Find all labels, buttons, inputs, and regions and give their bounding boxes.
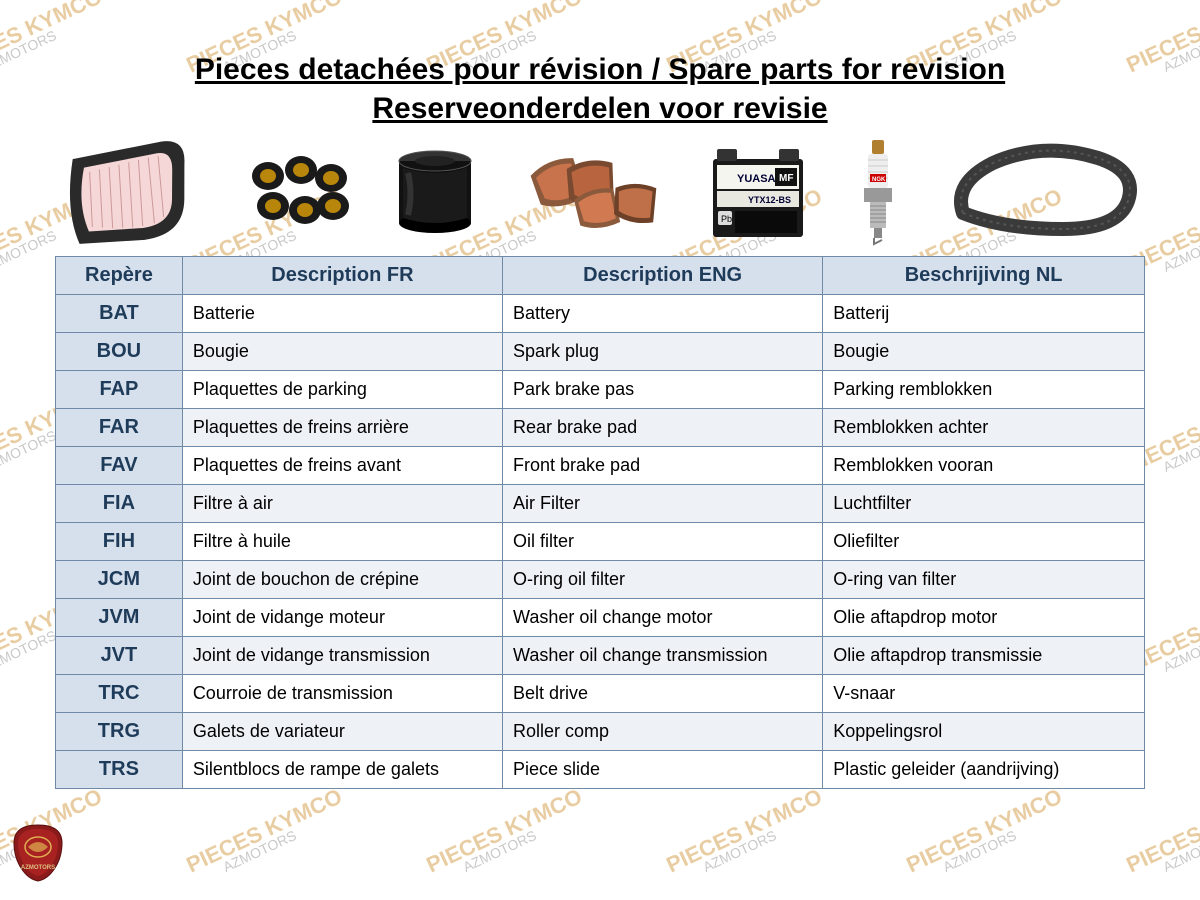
battery-brand: YUASA <box>737 173 776 185</box>
document-content: Pieces detachées pour révision / Spare p… <box>0 0 1200 819</box>
table-row: TRGGalets de variateurRoller compKoppeli… <box>56 713 1145 751</box>
cell-nl: Luchtfilter <box>823 485 1145 523</box>
cell-repere: FIH <box>56 523 183 561</box>
cell-nl: Bougie <box>823 333 1145 371</box>
cell-fr: Filtre à air <box>182 485 502 523</box>
cell-nl: V-snaar <box>823 675 1145 713</box>
parts-table: Repère Description FR Description ENG Be… <box>55 256 1145 789</box>
cell-fr: Courroie de transmission <box>182 675 502 713</box>
rollers-image <box>243 148 353 238</box>
cell-repere: JVM <box>56 599 183 637</box>
header-nl: Beschrijiving NL <box>823 257 1145 295</box>
cell-fr: Filtre à huile <box>182 523 502 561</box>
watermark-subtext: AZMOTORS <box>701 828 779 874</box>
cell-repere: FAP <box>56 371 183 409</box>
battery-image: YUASA MF YTX12-BS Pb <box>703 141 813 246</box>
table-row: FAVPlaquettes de freins avantFront brake… <box>56 447 1145 485</box>
cell-en: Rear brake pad <box>503 409 823 447</box>
cell-nl: Koppelingsrol <box>823 713 1145 751</box>
table-row: TRCCourroie de transmissionBelt driveV-s… <box>56 675 1145 713</box>
page-title: Pieces detachées pour révision / Spare p… <box>30 50 1170 128</box>
cell-repere: JCM <box>56 561 183 599</box>
parts-images-row: YUASA MF YTX12-BS Pb NGK <box>40 138 1160 248</box>
spark-plug-brand: NGK <box>872 177 886 183</box>
oil-filter-image <box>388 143 483 243</box>
table-row: JVMJoint de vidange moteurWasher oil cha… <box>56 599 1145 637</box>
cell-en: Washer oil change transmission <box>503 637 823 675</box>
table-row: BATBatterieBatteryBatterij <box>56 295 1145 333</box>
cell-en: O-ring oil filter <box>503 561 823 599</box>
cell-repere: BOU <box>56 333 183 371</box>
table-row: TRSSilentblocs de rampe de galetsPiece s… <box>56 751 1145 789</box>
header-repere: Repère <box>56 257 183 295</box>
cell-en: Roller comp <box>503 713 823 751</box>
cell-nl: Remblokken achter <box>823 409 1145 447</box>
title-line-1: Pieces detachées pour révision / Spare p… <box>195 53 1005 86</box>
cell-fr: Batterie <box>182 295 502 333</box>
cell-fr: Plaquettes de freins arrière <box>182 409 502 447</box>
spark-plug-image: NGK <box>848 138 908 248</box>
cell-en: Front brake pad <box>503 447 823 485</box>
header-en: Description ENG <box>503 257 823 295</box>
table-header-row: Repère Description FR Description ENG Be… <box>56 257 1145 295</box>
table-row: FAPPlaquettes de parkingPark brake pasPa… <box>56 371 1145 409</box>
cell-repere: FIA <box>56 485 183 523</box>
cell-en: Washer oil change motor <box>503 599 823 637</box>
battery-pb: Pb <box>721 214 732 224</box>
table-row: FIAFiltre à airAir FilterLuchtfilter <box>56 485 1145 523</box>
header-fr: Description FR <box>182 257 502 295</box>
cell-fr: Joint de bouchon de crépine <box>182 561 502 599</box>
cell-fr: Joint de vidange moteur <box>182 599 502 637</box>
watermark-subtext: AZMOTORS <box>941 828 1019 874</box>
cell-nl: Batterij <box>823 295 1145 333</box>
azmotors-logo: AZMOTORS <box>12 823 64 888</box>
table-row: FIHFiltre à huileOil filterOliefilter <box>56 523 1145 561</box>
cell-repere: FAV <box>56 447 183 485</box>
watermark-subtext: AZMOTORS <box>221 828 299 874</box>
cell-nl: Olie aftapdrop transmissie <box>823 637 1145 675</box>
table-row: JVTJoint de vidange transmissionWasher o… <box>56 637 1145 675</box>
battery-model: YTX12-BS <box>748 195 791 205</box>
cell-fr: Joint de vidange transmission <box>182 637 502 675</box>
cell-en: Spark plug <box>503 333 823 371</box>
cell-en: Oil filter <box>503 523 823 561</box>
table-row: FARPlaquettes de freins arrièreRear brak… <box>56 409 1145 447</box>
cell-nl: O-ring van filter <box>823 561 1145 599</box>
cell-repere: JVT <box>56 637 183 675</box>
logo-text: AZMOTORS <box>21 865 55 871</box>
cell-en: Air Filter <box>503 485 823 523</box>
cell-nl: Olie aftapdrop motor <box>823 599 1145 637</box>
watermark-subtext: AZMOTORS <box>1161 828 1200 874</box>
cell-fr: Plaquettes de parking <box>182 371 502 409</box>
cell-en: Piece slide <box>503 751 823 789</box>
cell-en: Battery <box>503 295 823 333</box>
table-row: JCMJoint de bouchon de crépineO-ring oil… <box>56 561 1145 599</box>
cell-repere: TRC <box>56 675 183 713</box>
cell-nl: Parking remblokken <box>823 371 1145 409</box>
cell-fr: Bougie <box>182 333 502 371</box>
belt-image <box>943 143 1143 243</box>
cell-en: Belt drive <box>503 675 823 713</box>
table-row: BOUBougieSpark plugBougie <box>56 333 1145 371</box>
air-filter-image <box>58 141 208 246</box>
cell-nl: Remblokken vooran <box>823 447 1145 485</box>
brake-pads-image <box>518 146 668 241</box>
title-line-2: Reserveonderdelen voor revisie <box>372 92 827 125</box>
cell-repere: BAT <box>56 295 183 333</box>
cell-repere: TRS <box>56 751 183 789</box>
cell-fr: Galets de variateur <box>182 713 502 751</box>
cell-en: Park brake pas <box>503 371 823 409</box>
battery-mf: MF <box>779 173 793 184</box>
cell-nl: Oliefilter <box>823 523 1145 561</box>
cell-repere: FAR <box>56 409 183 447</box>
cell-repere: TRG <box>56 713 183 751</box>
cell-fr: Silentblocs de rampe de galets <box>182 751 502 789</box>
cell-nl: Plastic geleider (aandrijving) <box>823 751 1145 789</box>
watermark-subtext: AZMOTORS <box>461 828 539 874</box>
cell-fr: Plaquettes de freins avant <box>182 447 502 485</box>
